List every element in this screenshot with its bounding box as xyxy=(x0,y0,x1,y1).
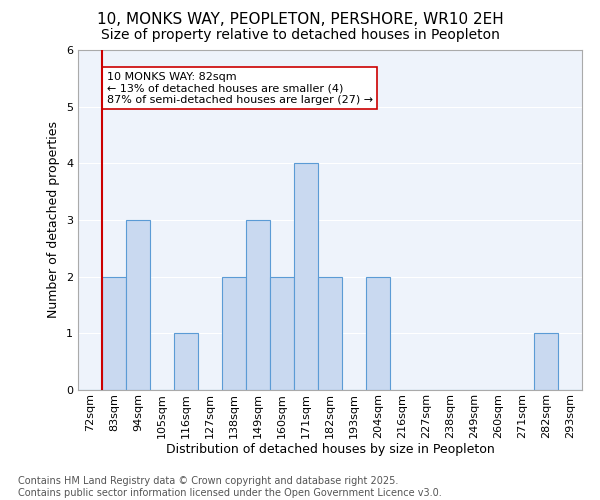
Bar xyxy=(174,334,198,390)
Text: Contains HM Land Registry data © Crown copyright and database right 2025.
Contai: Contains HM Land Registry data © Crown c… xyxy=(18,476,442,498)
Y-axis label: Number of detached properties: Number of detached properties xyxy=(47,122,61,318)
Bar xyxy=(270,276,294,390)
Bar xyxy=(246,220,270,390)
Text: Distribution of detached houses by size in Peopleton: Distribution of detached houses by size … xyxy=(166,442,494,456)
Bar xyxy=(102,276,126,390)
Bar xyxy=(534,334,558,390)
Text: 10 MONKS WAY: 82sqm
← 13% of detached houses are smaller (4)
87% of semi-detache: 10 MONKS WAY: 82sqm ← 13% of detached ho… xyxy=(107,72,373,104)
Bar xyxy=(222,276,246,390)
Bar xyxy=(318,276,342,390)
Bar xyxy=(366,276,390,390)
Text: 10, MONKS WAY, PEOPLETON, PERSHORE, WR10 2EH: 10, MONKS WAY, PEOPLETON, PERSHORE, WR10… xyxy=(97,12,503,28)
Bar xyxy=(294,164,318,390)
Text: Size of property relative to detached houses in Peopleton: Size of property relative to detached ho… xyxy=(101,28,499,42)
Bar xyxy=(126,220,150,390)
